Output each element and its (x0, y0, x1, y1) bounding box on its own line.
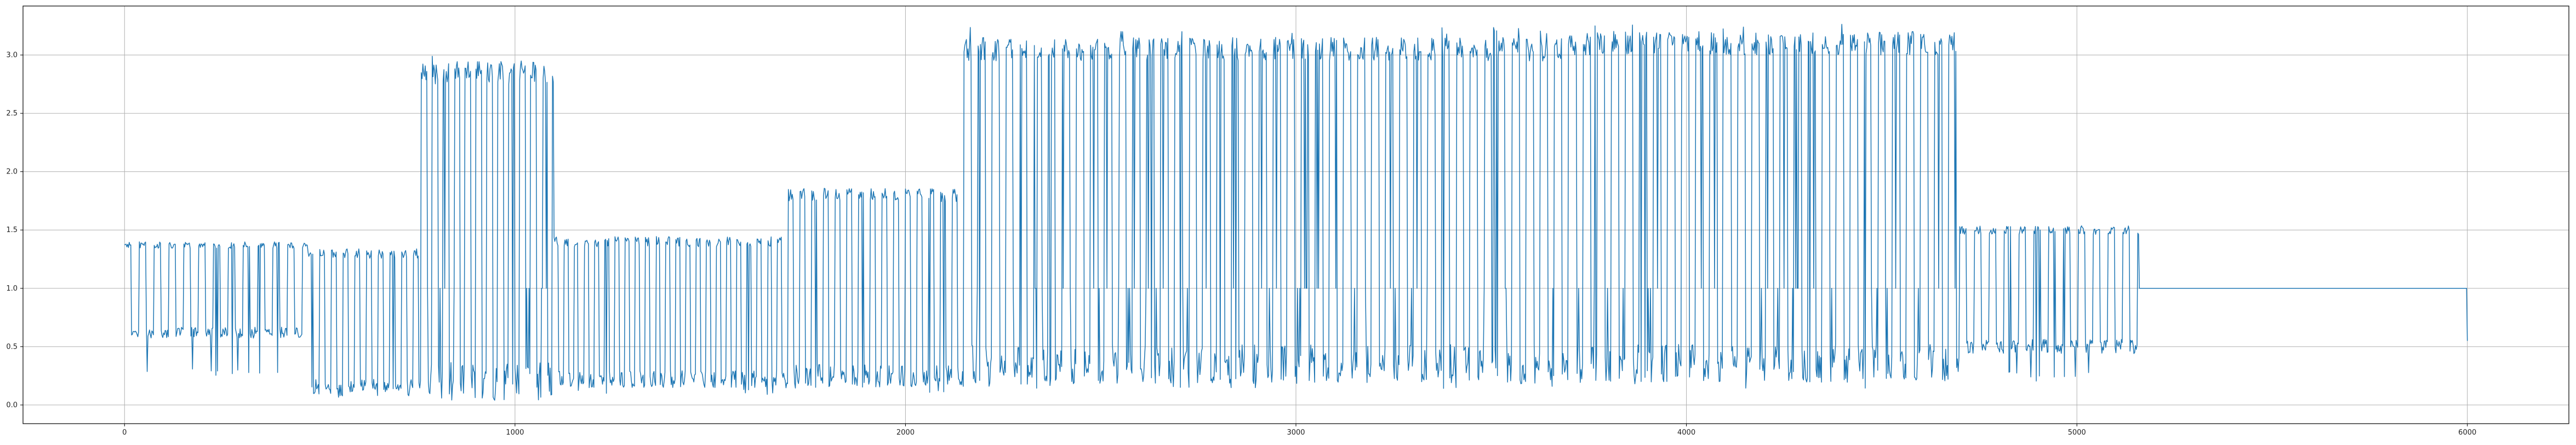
y-tick-label: 1.0 (6, 285, 18, 293)
y-tick-label: 2.5 (6, 109, 18, 118)
y-tick-label: 2.0 (6, 168, 18, 176)
y-tick-label: 0.0 (6, 401, 18, 409)
series-layer (124, 24, 2468, 401)
x-tick-label: 3000 (1287, 429, 1305, 437)
x-tick-label: 5000 (2068, 429, 2086, 437)
y-tick-label: 3.0 (6, 51, 18, 60)
series-line (124, 24, 2468, 401)
ticks: 0 1000 2000 3000 4000 5000 6000 0.0 0.5 1.0 1.5 2.0… (6, 51, 2476, 437)
y-tick-label: 1.5 (6, 226, 18, 234)
x-tick-label: 0 (122, 429, 127, 437)
x-tick-label: 4000 (1677, 429, 1695, 437)
x-tick-label: 1000 (506, 429, 524, 437)
y-tick-label: 0.5 (6, 343, 18, 351)
x-tick-label: 6000 (2458, 429, 2476, 437)
x-tick-label: 2000 (896, 429, 915, 437)
